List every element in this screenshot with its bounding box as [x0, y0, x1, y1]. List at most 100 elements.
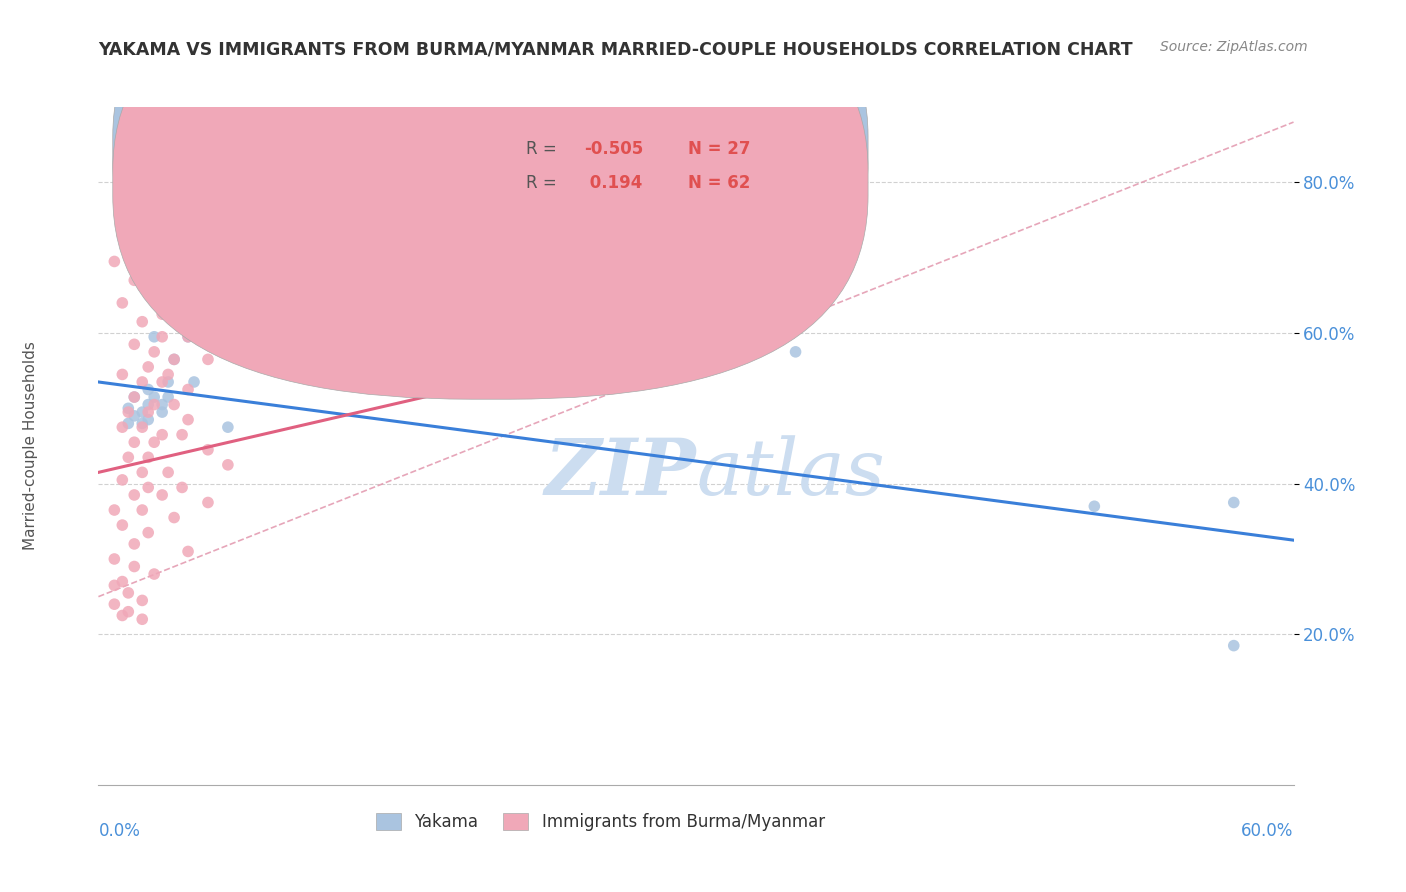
- Point: [124, 435, 146, 450]
- Point: [136, 412, 159, 426]
- Point: [150, 375, 173, 389]
- Point: [124, 409, 146, 423]
- Point: [131, 405, 153, 419]
- Text: N = 27: N = 27: [688, 140, 751, 158]
- Text: 0.194: 0.194: [583, 174, 643, 192]
- Point: [217, 458, 239, 472]
- Text: -0.505: -0.505: [583, 140, 643, 158]
- Point: [131, 315, 153, 329]
- Point: [157, 368, 180, 382]
- Point: [150, 488, 173, 502]
- Point: [197, 303, 219, 318]
- Point: [117, 417, 139, 431]
- Point: [136, 285, 159, 299]
- Point: [177, 544, 200, 558]
- Text: YAKAMA VS IMMIGRANTS FROM BURMA/MYANMAR MARRIED-COUPLE HOUSEHOLDS CORRELATION CH: YAKAMA VS IMMIGRANTS FROM BURMA/MYANMAR …: [98, 40, 1133, 58]
- Point: [177, 412, 200, 426]
- Point: [103, 552, 125, 566]
- Point: [157, 466, 180, 480]
- Point: [131, 466, 153, 480]
- Point: [150, 405, 173, 419]
- Point: [131, 503, 153, 517]
- Point: [136, 398, 159, 412]
- Point: [124, 390, 146, 404]
- Point: [143, 390, 166, 404]
- Point: [136, 383, 159, 397]
- Point: [1083, 500, 1105, 514]
- Point: [157, 390, 180, 404]
- Point: [117, 405, 139, 419]
- Point: [143, 344, 166, 359]
- Point: [183, 375, 205, 389]
- Point: [163, 398, 186, 412]
- FancyBboxPatch shape: [112, 0, 868, 366]
- Point: [163, 510, 186, 524]
- Point: [197, 442, 219, 457]
- Point: [136, 450, 159, 465]
- Point: [1223, 495, 1246, 509]
- Text: 0.0%: 0.0%: [98, 822, 141, 840]
- Text: N = 62: N = 62: [688, 174, 749, 192]
- Point: [150, 330, 173, 344]
- Point: [136, 480, 159, 494]
- Point: [150, 398, 173, 412]
- Point: [124, 488, 146, 502]
- Point: [157, 375, 180, 389]
- Point: [131, 417, 153, 431]
- Point: [111, 574, 134, 589]
- Text: atlas: atlas: [696, 435, 884, 511]
- Point: [136, 359, 159, 374]
- Point: [117, 401, 139, 416]
- Point: [111, 473, 134, 487]
- Point: [124, 537, 146, 551]
- Point: [131, 375, 153, 389]
- Point: [124, 559, 146, 574]
- Point: [131, 593, 153, 607]
- Point: [163, 352, 186, 367]
- Point: [172, 427, 194, 442]
- Point: [136, 405, 159, 419]
- Point: [111, 296, 134, 310]
- Text: R =: R =: [526, 174, 562, 192]
- Point: [131, 420, 153, 434]
- Point: [143, 567, 166, 582]
- Point: [217, 420, 239, 434]
- Point: [177, 383, 200, 397]
- Text: 60.0%: 60.0%: [1241, 822, 1294, 840]
- Point: [111, 420, 134, 434]
- Point: [103, 503, 125, 517]
- Point: [124, 337, 146, 351]
- Point: [103, 597, 125, 611]
- Point: [177, 330, 200, 344]
- Legend: Yakama, Immigrants from Burma/Myanmar: Yakama, Immigrants from Burma/Myanmar: [370, 806, 831, 838]
- Point: [197, 352, 219, 367]
- FancyBboxPatch shape: [112, 0, 868, 400]
- Point: [131, 612, 153, 626]
- Text: Married-couple Households: Married-couple Households: [24, 342, 38, 550]
- Point: [172, 480, 194, 494]
- Text: Source: ZipAtlas.com: Source: ZipAtlas.com: [1160, 40, 1308, 54]
- Point: [1223, 639, 1246, 653]
- Point: [785, 344, 807, 359]
- Point: [111, 368, 134, 382]
- Point: [124, 273, 146, 287]
- Point: [111, 518, 134, 533]
- Point: [131, 239, 153, 253]
- Point: [117, 586, 139, 600]
- Point: [117, 450, 139, 465]
- Point: [143, 435, 166, 450]
- Point: [163, 235, 186, 250]
- Point: [103, 578, 125, 592]
- Point: [143, 330, 166, 344]
- FancyBboxPatch shape: [451, 124, 845, 209]
- Text: R =: R =: [526, 140, 562, 158]
- Point: [150, 307, 173, 321]
- Point: [111, 608, 134, 623]
- Point: [143, 228, 166, 243]
- Point: [111, 228, 134, 243]
- Point: [163, 273, 186, 287]
- Point: [103, 254, 125, 268]
- Point: [197, 495, 219, 509]
- Point: [143, 398, 166, 412]
- Point: [117, 605, 139, 619]
